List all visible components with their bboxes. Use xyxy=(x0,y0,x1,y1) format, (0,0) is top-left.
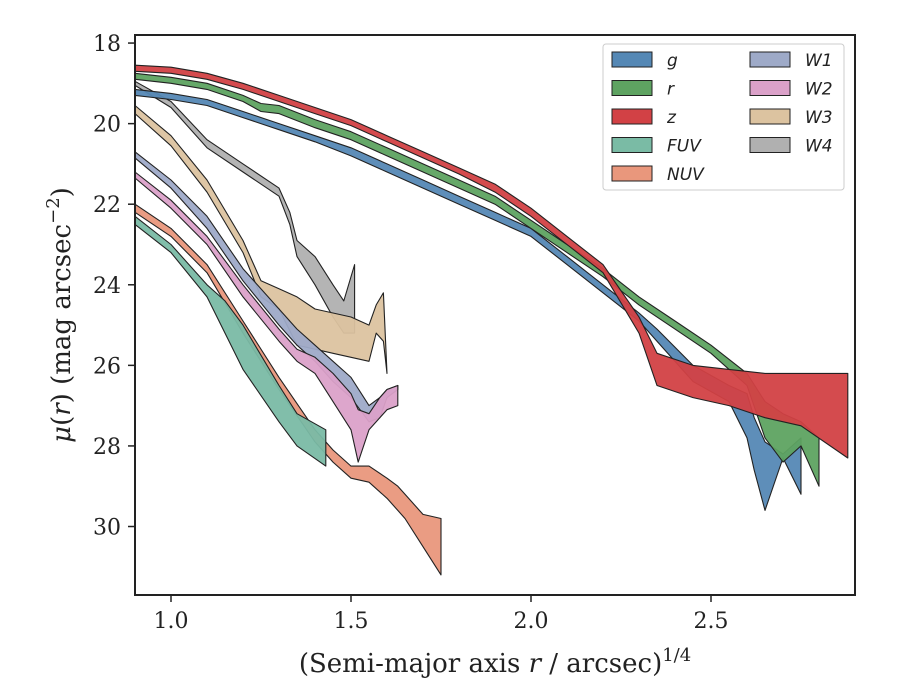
legend: grz FUV NUV W1 W2 W3 W4 xyxy=(602,43,845,191)
legend-swatch-w3 xyxy=(749,108,791,125)
legend-swatch-fuv xyxy=(611,137,653,153)
profile-bands xyxy=(134,64,849,576)
legend-label-r: r xyxy=(667,80,675,100)
plot-frame xyxy=(134,34,856,596)
legend-swatch-w2 xyxy=(749,80,791,96)
axis-ticks: 1.0 1.5 2.0 2.5 18 20 22 24 26 28 30 xyxy=(93,32,729,634)
band-r xyxy=(134,72,820,487)
legend-label-g: g xyxy=(667,51,678,71)
x-tick-label: 2.5 xyxy=(694,609,729,634)
y-tick-label: 28 xyxy=(93,435,121,460)
band-z xyxy=(134,64,849,459)
legend-label-fuv: FUV xyxy=(667,137,702,157)
x-tick-label: 1.5 xyxy=(334,609,369,634)
legend-swatch-r xyxy=(611,80,653,96)
legend-swatch-g xyxy=(611,51,653,68)
band-w2 xyxy=(134,171,399,463)
x-axis-label: (Semi-major axis r / arcsec)1/4 xyxy=(299,645,691,679)
band-g xyxy=(134,88,802,511)
legend-swatch-w4 xyxy=(749,137,791,153)
band-fuv xyxy=(134,215,327,467)
legend-label-w1: W1 xyxy=(805,51,833,71)
legend-label-z: z xyxy=(666,108,677,128)
legend-swatch-w1 xyxy=(749,51,791,68)
x-tick-label: 1.0 xyxy=(154,609,189,634)
y-tick-label: 18 xyxy=(93,32,121,57)
legend-swatch-nuv xyxy=(611,165,653,182)
legend-swatch-z xyxy=(611,108,653,125)
legend-label-w3: W3 xyxy=(805,108,833,128)
y-tick-label: 30 xyxy=(93,516,121,541)
y-axis-label: μ(r) (mag arcsec−2) xyxy=(43,187,77,443)
y-tick-label: 26 xyxy=(93,354,121,379)
y-tick-label: 20 xyxy=(93,113,121,138)
legend-label-w4: W4 xyxy=(805,137,833,157)
legend-label-nuv: NUV xyxy=(667,165,705,185)
y-tick-label: 22 xyxy=(93,193,121,218)
y-tick-label: 24 xyxy=(93,274,121,299)
legend-label-w2: W2 xyxy=(805,80,833,100)
x-tick-label: 2.0 xyxy=(514,609,549,634)
band-w3 xyxy=(134,104,388,374)
